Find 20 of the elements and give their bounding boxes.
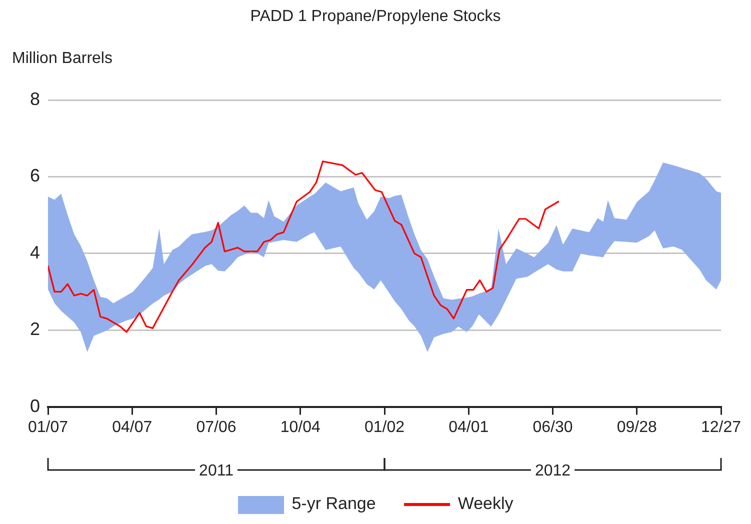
x-tick-label: 10/04: [280, 418, 320, 436]
text: 2012: [534, 462, 571, 480]
x-tick-label: 01/07: [28, 418, 68, 436]
y-tick-label: 4: [30, 242, 40, 262]
y-tick-label: 2: [30, 319, 40, 340]
x-tick-label: 04/01: [448, 418, 489, 436]
x-tick-label: 01/02: [364, 418, 405, 436]
y-tick-label: 8: [30, 88, 40, 109]
y-tick-label: 0: [30, 396, 40, 416]
y-tick-label: 6: [30, 166, 40, 186]
legend-label: Weekly: [458, 494, 514, 513]
x-tick-label: 07/06: [196, 418, 236, 436]
y-axis-title: Million Barrels: [12, 50, 112, 68]
x-tick-label: 12/27: [700, 418, 742, 436]
text: 2011: [199, 462, 234, 480]
x-tick-label: 06/30: [532, 418, 573, 436]
chart-title: PADD 1 Propane/Propylene Stocks: [249, 8, 502, 26]
x-tick-label: 04/07: [112, 418, 152, 436]
legend-label: 5-yr Range: [292, 494, 376, 513]
x-tick-label: 09/28: [616, 418, 657, 436]
